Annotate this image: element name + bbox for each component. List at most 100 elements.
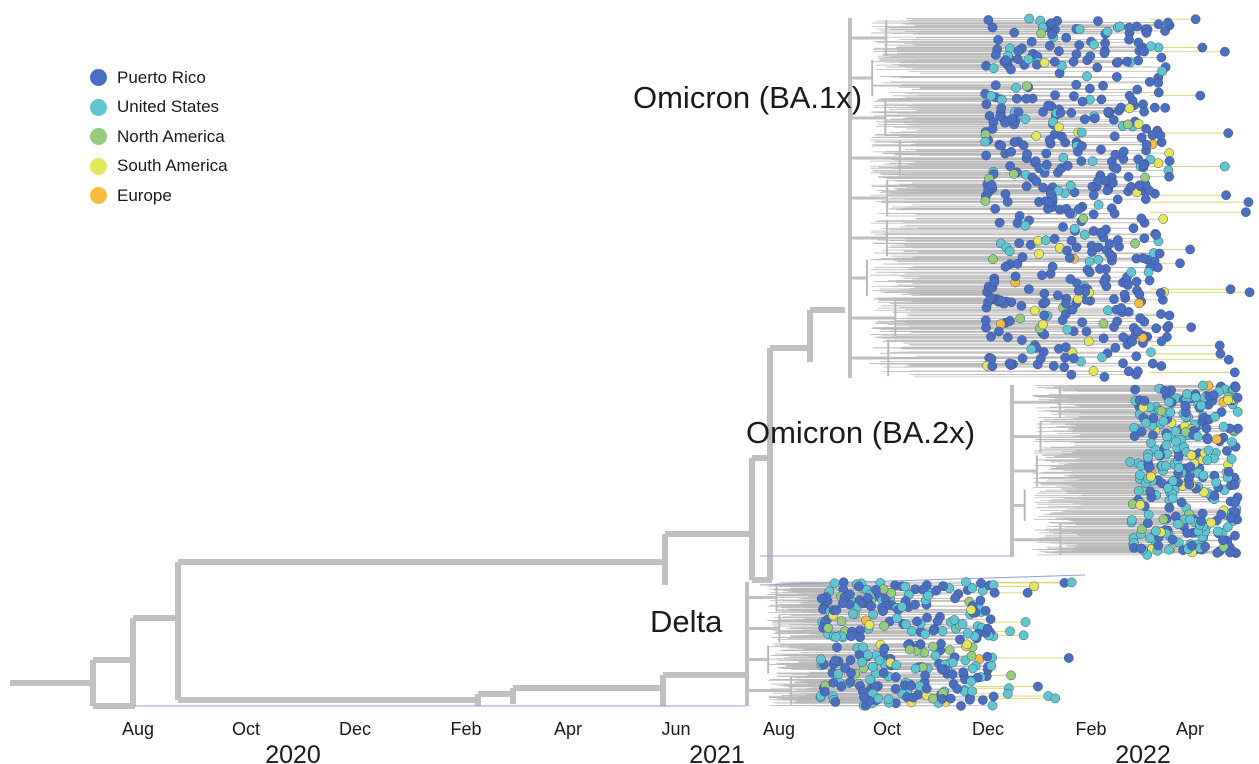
tip-node: [1063, 653, 1074, 663]
tip-node: [1134, 298, 1144, 309]
tip-node: [1182, 389, 1192, 400]
tip-node: [1102, 185, 1113, 196]
tip-node: [1099, 372, 1110, 382]
tip-node: [1023, 54, 1034, 65]
tip-node: [1241, 207, 1251, 218]
tip-node: [1015, 313, 1026, 324]
tip-node: [1139, 106, 1149, 117]
tip-node: [1145, 486, 1156, 497]
tip-node: [1118, 332, 1129, 343]
tip-node: [1139, 46, 1149, 57]
tip-node: [1144, 462, 1154, 473]
axis-month-label: Oct: [873, 719, 901, 739]
tip-node: [1134, 289, 1145, 300]
tip-node: [1146, 471, 1156, 482]
tip-node: [1002, 196, 1013, 207]
tip-node: [1223, 395, 1233, 405]
tip-node: [1048, 361, 1059, 371]
tip-node: [1004, 246, 1015, 257]
tip-node: [816, 654, 826, 665]
tip-node: [1017, 335, 1027, 345]
tip-node: [1108, 114, 1119, 125]
tip-node: [1078, 213, 1089, 224]
legend-swatch: [90, 98, 107, 116]
tip-node: [1115, 21, 1125, 32]
tip-node: [1153, 19, 1164, 30]
tip-node: [1066, 235, 1077, 246]
tip-node: [848, 609, 858, 619]
tip-node: [928, 641, 938, 652]
tip-node: [1000, 118, 1010, 128]
tip-node: [1050, 90, 1060, 100]
tip-node: [900, 581, 911, 592]
tip-node: [864, 620, 875, 630]
tip-node: [1150, 526, 1161, 536]
tip-node: [1099, 48, 1110, 58]
tip-node: [831, 605, 842, 615]
tip-node: [1066, 577, 1077, 588]
tip-node: [945, 693, 956, 704]
tip-node: [1133, 486, 1144, 496]
tip-node: [890, 684, 901, 694]
tip-node: [879, 643, 890, 654]
tip-node: [985, 293, 996, 303]
tip-node: [1156, 361, 1167, 371]
tip-node: [980, 136, 991, 147]
tip-node: [1031, 176, 1042, 187]
tip-node: [1243, 197, 1254, 207]
tip-node: [1020, 220, 1031, 231]
tip-node: [1034, 249, 1044, 259]
tip-node: [1135, 500, 1146, 510]
tip-node: [1153, 87, 1164, 98]
tip-node: [1209, 490, 1220, 501]
tip-node: [996, 103, 1007, 114]
tip-node: [1098, 333, 1109, 344]
tip-node: [994, 326, 1004, 337]
tip-node: [1186, 450, 1197, 461]
tip-node: [1040, 297, 1051, 308]
tip-node: [938, 581, 948, 592]
tip-node: [981, 99, 992, 110]
tip-node: [859, 692, 869, 703]
legend-item-europe: Europe: [90, 181, 228, 211]
tip-node: [1021, 81, 1032, 91]
tip-node: [1158, 214, 1169, 224]
tip-node: [1151, 323, 1162, 334]
tip-node: [931, 585, 942, 596]
tip-node: [976, 578, 986, 589]
tip-node: [1068, 353, 1079, 364]
legend-label: North America: [117, 126, 225, 146]
tip-node: [1071, 79, 1082, 90]
tip-node: [1118, 358, 1128, 369]
tip-node: [1139, 159, 1149, 170]
tip-node: [962, 628, 973, 638]
tip-node: [1029, 305, 1040, 316]
tip-node: [994, 217, 1005, 228]
tip-node: [1126, 267, 1137, 278]
tip-node: [1041, 159, 1052, 170]
tip-node: [1026, 37, 1037, 47]
tip-node: [1047, 29, 1057, 40]
tip-node: [1154, 248, 1165, 259]
tip-node: [944, 645, 955, 655]
tip-node: [1182, 528, 1193, 538]
tip-node: [986, 180, 997, 190]
tip-node: [1192, 431, 1203, 442]
tip-node: [1133, 366, 1143, 377]
tip-node: [845, 655, 856, 665]
tip-node: [1049, 56, 1060, 67]
tip-node: [1190, 14, 1201, 25]
tip-node: [1067, 304, 1078, 315]
legend-item-united-states: United States: [90, 93, 228, 123]
tip-node: [1092, 62, 1103, 73]
tip-node: [1029, 581, 1039, 592]
tip-node: [1000, 261, 1011, 272]
tip-node: [1197, 42, 1208, 53]
tip-node: [936, 664, 947, 675]
tip-node: [1155, 130, 1166, 141]
tip-node: [905, 644, 915, 655]
tip-node: [1137, 524, 1147, 535]
tip-node: [1064, 253, 1075, 263]
tip-node: [920, 670, 930, 681]
tip-node: [1132, 326, 1143, 337]
